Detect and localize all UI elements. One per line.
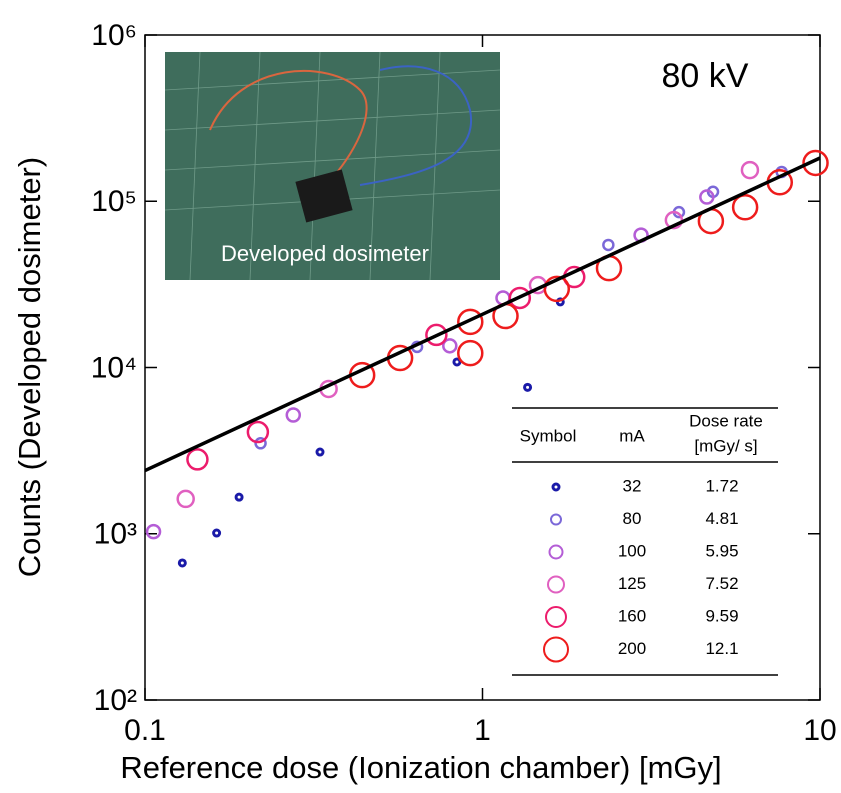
data-point — [802, 149, 829, 177]
data-point — [740, 160, 760, 180]
photo-wire — [209, 69, 368, 181]
data-point — [186, 448, 209, 471]
photo-dosimeter — [295, 169, 353, 223]
legend-ma: 32 — [623, 476, 642, 495]
y-tick-label: 10⁴ — [91, 351, 137, 384]
data-point — [457, 308, 484, 336]
legend-ma: 125 — [618, 574, 646, 593]
y-tick-label: 10⁶ — [91, 19, 137, 52]
inset-label: Developed dosimeter — [221, 241, 429, 266]
data-point — [523, 382, 533, 392]
annotation: 80 kV — [662, 57, 749, 95]
data-point — [442, 338, 458, 354]
y-tick-label: 10² — [94, 684, 137, 717]
legend-ma: 100 — [618, 541, 646, 560]
legend-symbol — [551, 482, 561, 492]
y-axis-label: Counts (Developed dosimeter) — [12, 157, 47, 577]
legend-header: mA — [619, 426, 645, 445]
legend-symbol — [547, 575, 565, 594]
legend-header: Symbol — [520, 426, 577, 445]
photo-background — [165, 52, 500, 280]
photo-wire — [359, 65, 473, 186]
data-point — [457, 339, 484, 367]
legend-header: Dose rate — [689, 411, 763, 430]
data-point — [452, 357, 462, 367]
legend-dose-rate: 12.1 — [705, 639, 738, 658]
data-point — [176, 489, 195, 509]
data-point — [425, 323, 448, 347]
data-point — [731, 194, 759, 221]
legend-header: [mGy/ s] — [694, 436, 757, 455]
inset-photo: Developed dosimeter — [164, 51, 501, 281]
legend-ma: 160 — [618, 606, 646, 625]
legend-dose-rate: 4.81 — [705, 509, 738, 528]
legend-symbol — [545, 606, 567, 628]
data-point — [543, 275, 571, 303]
y-tick-label: 10³ — [94, 518, 137, 551]
legend-symbol — [543, 636, 569, 663]
x-tick-label: 0.1 — [124, 714, 166, 747]
data-point — [699, 189, 715, 205]
legend-dose-rate: 9.59 — [705, 606, 738, 625]
y-tick-label: 10⁵ — [91, 185, 137, 218]
legend-dose-rate: 5.95 — [705, 541, 738, 560]
legend-symbol — [550, 513, 562, 526]
fit-line — [144, 156, 821, 473]
data-point — [145, 523, 162, 540]
data-point — [212, 528, 222, 538]
x-tick-label: 1 — [474, 714, 491, 747]
data-point — [254, 437, 267, 450]
legend-symbol — [548, 544, 564, 560]
legend-ma: 80 — [623, 509, 642, 528]
x-tick-label: 10 — [803, 714, 836, 747]
legend-dose-rate: 1.72 — [705, 476, 738, 495]
photo-grid — [164, 51, 501, 281]
legend-ma: 200 — [618, 639, 646, 658]
data-point — [602, 238, 615, 252]
legend-dose-rate: 7.52 — [705, 574, 738, 593]
data-point — [246, 420, 270, 444]
data-point — [285, 407, 302, 423]
data-point — [508, 286, 532, 310]
data-point — [315, 447, 325, 457]
x-axis-label: Reference dose (Ionization chamber) [mGy… — [120, 750, 721, 785]
data-point — [234, 492, 244, 502]
data-point — [177, 558, 187, 568]
